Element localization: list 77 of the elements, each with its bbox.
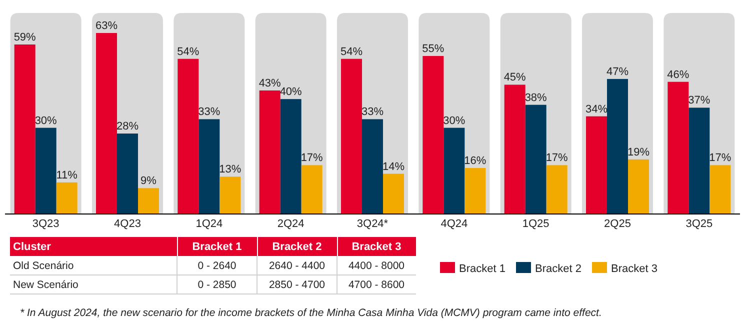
bar [688, 108, 710, 214]
x-tick-label: 4Q23 [114, 218, 141, 230]
x-tick-label: 2Q25 [604, 218, 631, 230]
data-label: 45% [504, 72, 526, 84]
data-label: 11% [56, 169, 78, 182]
category-label: Bracket 1 [192, 241, 242, 253]
bar [422, 56, 444, 214]
legend-label: Bracket 1 [459, 263, 506, 275]
bar [35, 128, 56, 214]
data-label: 54% [177, 46, 200, 58]
bar [178, 58, 199, 214]
data-label: 47% [606, 66, 629, 78]
data-label: 55% [422, 42, 444, 55]
bar [220, 176, 241, 214]
data-label: 28% [116, 120, 139, 133]
bar [14, 44, 36, 214]
x-tick-label: 3Q24* [356, 218, 389, 230]
bar [198, 119, 220, 214]
bar [117, 134, 138, 214]
legend-label: Bracket 2 [535, 263, 582, 275]
category-label: Bracket 3 [352, 241, 402, 253]
category-label: Old Scenário [13, 260, 74, 272]
data-label: 37% [688, 94, 710, 107]
data-label: 30% [443, 114, 466, 127]
x-tick-label: 3Q25 [686, 218, 713, 230]
category-label: New Scenário [13, 279, 78, 291]
data-label: 17% [546, 152, 568, 164]
data-label: 16% [464, 155, 486, 168]
text: 2850 - 4700 [268, 279, 326, 291]
bar [586, 116, 607, 214]
data-label: 19% [627, 146, 650, 158]
data-label: 13% [219, 164, 242, 176]
category-label: Bracket 2 [272, 241, 322, 253]
text: 0 - 2850 [198, 279, 236, 291]
bar [504, 84, 526, 214]
bar [280, 99, 302, 214]
data-label: 9% [140, 175, 157, 188]
data-label: 17% [709, 152, 732, 164]
bar [607, 78, 628, 214]
x-tick-label: 1Q25 [522, 218, 550, 230]
bar [362, 119, 383, 214]
data-label: 17% [300, 152, 324, 164]
bar [668, 82, 689, 214]
data-label: 63% [95, 20, 118, 32]
bar [444, 128, 465, 214]
bar [341, 58, 362, 214]
x-tick-label: 1Q24 [196, 218, 223, 230]
bar [628, 159, 649, 214]
bar [56, 182, 78, 214]
x-tick-label: 3Q23 [32, 218, 60, 230]
bar [710, 165, 731, 214]
bar [464, 168, 486, 214]
data-label: 33% [361, 106, 384, 118]
text: 4400 - 8000 [348, 260, 405, 272]
bar [525, 104, 546, 214]
bar [301, 165, 322, 214]
data-label: 33% [198, 106, 220, 118]
x-tick-label: 4Q24 [440, 218, 468, 230]
category-label: Cluster [13, 241, 52, 253]
data-label: 59% [14, 31, 36, 44]
data-label: 40% [280, 86, 302, 98]
data-label: 14% [382, 160, 405, 173]
bar [138, 188, 159, 214]
bar [383, 174, 404, 214]
bar [546, 165, 568, 214]
text: * In August 2024, the new scenario for the income brackets of the Minha Casa Minha Vida (MCMV) program came into effect. [20, 307, 602, 319]
text: 4700 - 8600 [348, 279, 405, 291]
x-tick-label: 2Q24 [277, 218, 304, 230]
bar [259, 90, 280, 214]
text: 0 - 2640 [198, 260, 236, 272]
legend-label: Bracket 3 [611, 263, 658, 275]
data-label: 43% [258, 77, 282, 90]
data-label: 46% [667, 68, 690, 81]
text: 2640 - 4400 [268, 260, 326, 272]
bar [96, 33, 117, 214]
data-label: 54% [340, 46, 363, 58]
data-label: 34% [585, 103, 608, 116]
